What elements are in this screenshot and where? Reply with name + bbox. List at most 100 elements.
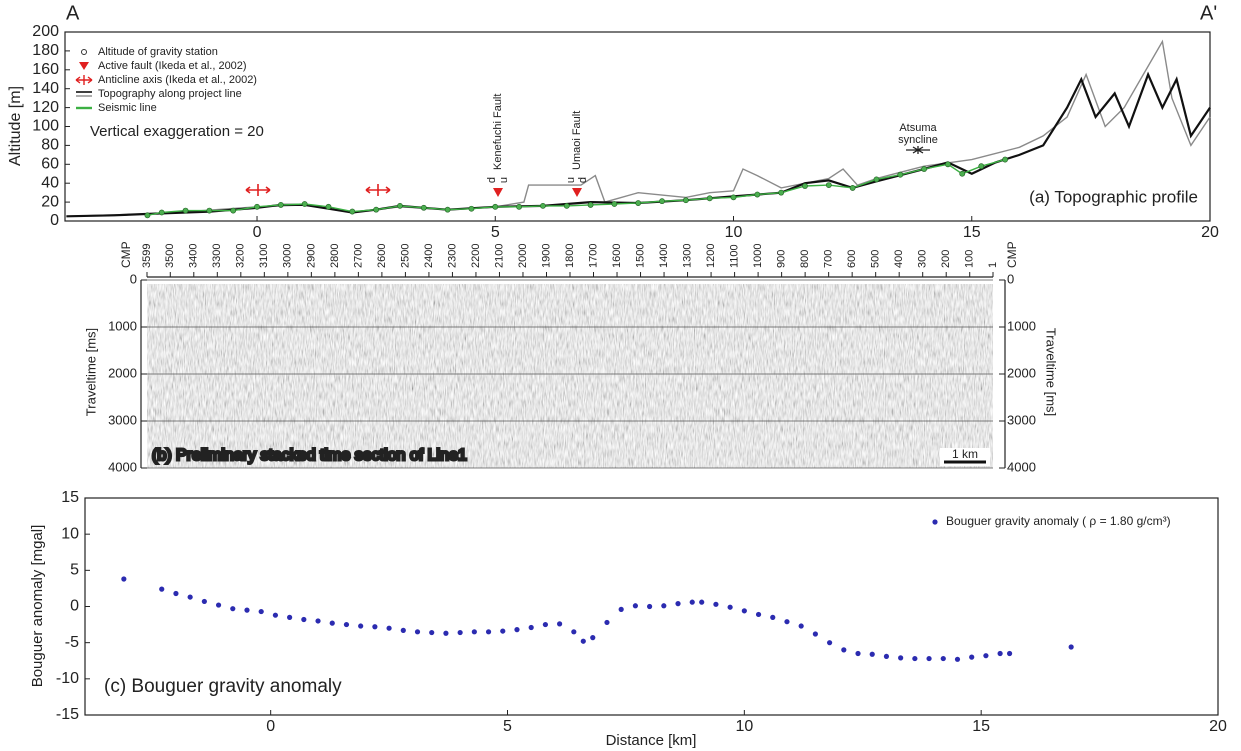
gravity-station — [349, 208, 356, 215]
data-point — [386, 625, 392, 631]
gravity-station — [873, 176, 880, 183]
data-point — [855, 650, 861, 657]
data-point — [912, 655, 918, 662]
data-point — [727, 604, 733, 610]
data-point — [301, 616, 307, 623]
fault-label: Kenefuchi Fault — [492, 94, 504, 170]
y-tick-label: 40 — [41, 174, 59, 191]
gravity-station — [921, 166, 928, 172]
x-tick-label: 10 — [735, 718, 753, 735]
data-point — [557, 621, 563, 627]
x-tick-label: 2900 — [305, 244, 317, 268]
x-tick-label: 5 — [491, 224, 500, 241]
x-tick-label: 3500 — [164, 244, 176, 268]
gravity-station — [945, 161, 951, 168]
gravity-station — [849, 185, 856, 191]
data-point — [841, 647, 847, 653]
gravity-station — [144, 212, 151, 219]
data-point — [713, 601, 719, 607]
x-tick-label: 1800 — [564, 244, 576, 268]
y-tick-label: 10 — [61, 525, 79, 542]
throw-label: u — [565, 177, 577, 183]
data-point — [329, 620, 335, 626]
data-point — [443, 630, 449, 636]
throw-label: d — [577, 177, 589, 183]
data-point — [954, 656, 961, 662]
data-point — [969, 654, 975, 660]
data-point — [675, 601, 681, 607]
data-point — [187, 594, 193, 600]
gravity-station — [468, 205, 475, 212]
y-tick-label: 0 — [1007, 271, 1014, 286]
x-tick-label: 3000 — [282, 244, 294, 268]
panel-title: (a) Topographic profile — [1029, 187, 1198, 206]
x-tick-label: 700 — [823, 250, 835, 268]
y-tick-label: 180 — [32, 42, 59, 59]
x-tick-label: 1100 — [728, 244, 740, 268]
line-series — [147, 158, 1006, 216]
anticline-symbol — [245, 184, 271, 196]
data-point — [826, 640, 833, 646]
throw-label: d — [486, 177, 498, 183]
y-tick-label: 2000 — [108, 365, 137, 380]
x-tick-label: 3300 — [211, 244, 223, 268]
data-point — [358, 623, 364, 629]
y-tick-label: 2000 — [1007, 365, 1036, 380]
y-tick-label: -5 — [65, 634, 79, 651]
data-point — [528, 624, 534, 631]
gravity-station — [206, 207, 213, 214]
x-tick-label: 1 — [987, 262, 999, 268]
data-point — [414, 629, 421, 635]
gravity-station — [825, 182, 832, 188]
data-point — [997, 650, 1003, 657]
legend-label: Topography along project line — [98, 88, 242, 100]
x-tick-label: 2600 — [376, 244, 388, 268]
x-axis-label: CMP — [119, 241, 133, 268]
gravity-station — [978, 163, 985, 170]
gravity-station — [397, 202, 403, 209]
y-tick-label: 0 — [70, 598, 79, 615]
data-point — [689, 599, 695, 605]
data-point — [315, 618, 321, 624]
data-point — [869, 651, 875, 657]
gravity-station — [373, 206, 380, 213]
x-tick-label: 600 — [846, 250, 858, 268]
gravity-station — [1002, 156, 1009, 163]
data-point — [215, 602, 222, 608]
gravity-station — [420, 204, 427, 211]
x-tick-label: 1400 — [658, 244, 670, 268]
anticline-symbol — [365, 184, 391, 196]
x-tick-label: 1200 — [705, 244, 717, 268]
data-point — [590, 635, 596, 641]
x-tick-label: 200 — [940, 250, 952, 268]
data-point — [287, 614, 293, 620]
scale-label: 1 km — [952, 447, 978, 461]
data-point — [343, 621, 350, 628]
x-axis-label: Distance [km] — [606, 732, 697, 749]
x-tick-label: 2400 — [423, 244, 435, 268]
data-point — [173, 590, 179, 597]
y-tick-label: 1000 — [108, 318, 137, 333]
y-tick-label: 15 — [61, 489, 79, 506]
data-point — [429, 629, 435, 636]
note: Vertical exaggeration = 20 — [90, 123, 264, 140]
y-tick-label: 1000 — [1007, 318, 1036, 333]
x-tick-label: 2100 — [493, 244, 505, 268]
gravity-station — [682, 197, 689, 204]
gravity-station — [635, 200, 642, 206]
y-tick-label: 120 — [32, 99, 59, 116]
gravity-station — [778, 189, 785, 196]
x-tick-label: 2800 — [329, 244, 341, 268]
gravity-station — [444, 206, 451, 213]
gravity-station — [659, 198, 665, 205]
line-series — [66, 71, 1211, 218]
data-point — [500, 628, 506, 634]
x-tick-label: 3100 — [258, 244, 270, 268]
data-point — [485, 629, 492, 635]
x-tick-label: 2500 — [399, 244, 411, 268]
x-tick-label: 20 — [1209, 718, 1227, 735]
x-tick-label: 0 — [266, 718, 275, 735]
legend-symbol — [932, 519, 938, 525]
gravity-station — [540, 202, 546, 209]
